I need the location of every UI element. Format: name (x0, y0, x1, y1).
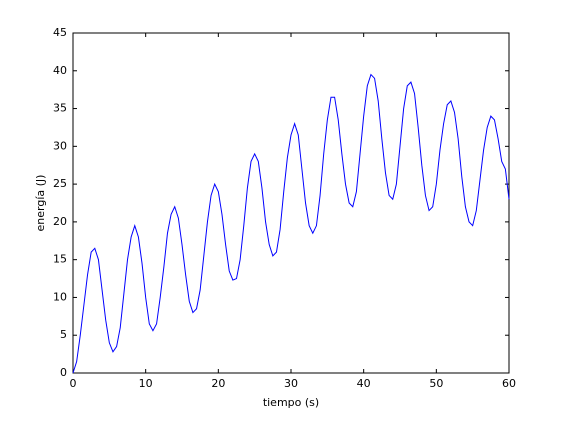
x-tick-label: 40 (357, 377, 371, 390)
plot-area (72, 32, 510, 374)
x-tick-label: 50 (429, 377, 443, 390)
y-tick-label: 40 (53, 64, 67, 77)
x-tick-label: 30 (284, 377, 298, 390)
y-tick-label: 45 (53, 26, 67, 39)
y-tick-label: 25 (53, 177, 67, 190)
data-line (72, 73, 510, 374)
y-tick-label: 5 (60, 328, 67, 341)
x-tick-label: 60 (502, 377, 516, 390)
x-axis-label: tiempo (s) (263, 396, 319, 409)
y-tick-label: 20 (53, 215, 67, 228)
x-tick-label: 0 (70, 377, 77, 390)
y-tick-label: 35 (53, 102, 67, 115)
y-tick-label: 15 (53, 253, 67, 266)
x-tick-label: 10 (139, 377, 153, 390)
y-tick-label: 10 (53, 290, 67, 303)
y-tick-label: 0 (60, 366, 67, 379)
x-tick-label: 20 (211, 377, 225, 390)
y-axis-label: energía (J) (34, 175, 47, 232)
y-tick-label: 30 (53, 139, 67, 152)
